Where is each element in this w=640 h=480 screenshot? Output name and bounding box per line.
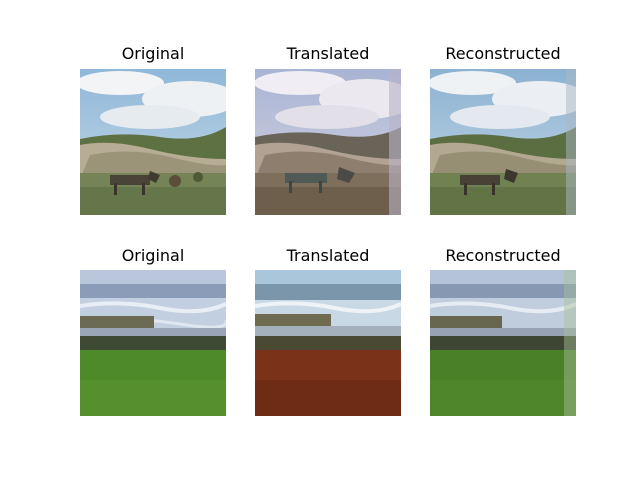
panel-title-row2-reconstructed: Reconstructed <box>445 246 561 265</box>
panel-title-row2-translated: Translated <box>286 246 370 265</box>
image-row1-translated <box>255 69 401 215</box>
landscape-animal-translated-image <box>255 69 401 215</box>
coast-grass-original-image <box>80 270 226 416</box>
panel-title-row1-reconstructed: Reconstructed <box>445 44 561 63</box>
coast-grass-reconstructed-image <box>430 270 576 416</box>
panel-title-row2-original: Original <box>121 246 185 265</box>
image-row2-reconstructed <box>430 270 576 416</box>
image-row1-original <box>80 69 226 215</box>
landscape-animal-reconstructed-image <box>430 69 576 215</box>
landscape-animal-original-image <box>80 69 226 215</box>
image-row2-original <box>80 270 226 416</box>
image-row1-reconstructed <box>430 69 576 215</box>
image-row2-translated <box>255 270 401 416</box>
panel-title-row1-original: Original <box>121 44 185 63</box>
coast-red-field-translated-image <box>255 270 401 416</box>
panel-title-row1-translated: Translated <box>286 44 370 63</box>
